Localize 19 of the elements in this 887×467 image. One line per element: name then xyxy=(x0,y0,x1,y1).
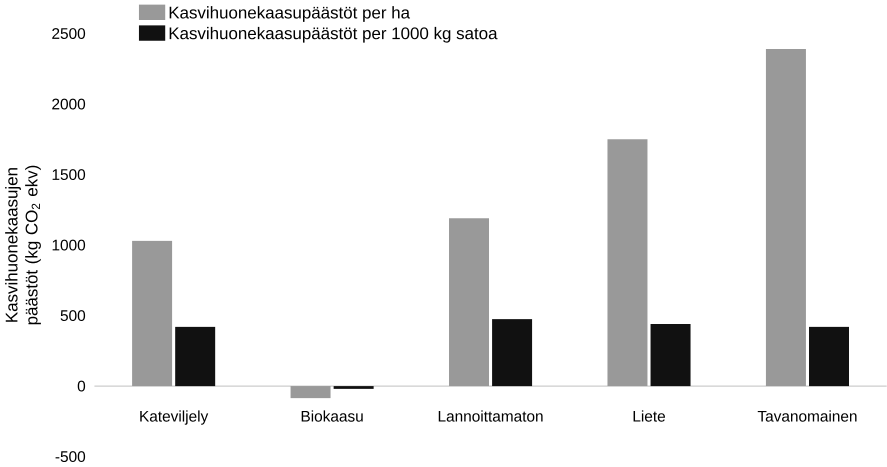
y-tick-label: 2500 xyxy=(52,28,86,39)
y-tick-label: 2000 xyxy=(52,98,86,110)
legend-label: Kasvihuonekaasupäästöt per ha xyxy=(170,6,410,22)
x-tick-label: Lannoittamaton xyxy=(438,410,543,422)
x-tick-label: Biokaasu xyxy=(302,410,363,422)
y-tick-label: 0 xyxy=(78,380,86,392)
y-tick-label: 1000 xyxy=(52,240,86,250)
bar xyxy=(492,319,532,386)
legend-label: Kasvihuonekaasupäästöt per 1000 kg satoa xyxy=(170,26,498,43)
y-tick-label: 1500 xyxy=(52,169,86,180)
bar xyxy=(175,326,216,386)
y-tick-label: 500 xyxy=(60,310,86,321)
bar xyxy=(809,326,850,386)
y-tick-label: -500 xyxy=(56,451,86,462)
bar xyxy=(334,386,374,389)
x-tick-label: Liete xyxy=(634,410,665,422)
x-tick-label: Tavanomainen xyxy=(758,410,856,422)
x-tick-label: Kateviljely xyxy=(140,410,208,425)
bar xyxy=(650,324,691,386)
